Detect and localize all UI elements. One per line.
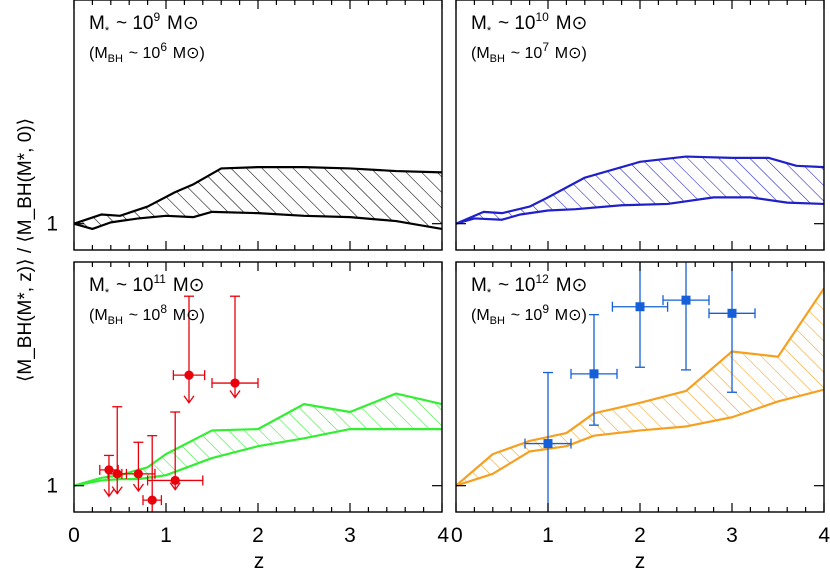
data-point [524, 371, 572, 512]
panel-mstar-1e12: 0 1 2 3 4 M* ~ 1012 M⊙ (MBH ~ 109 M⊙) [451, 261, 830, 547]
data-point [142, 435, 163, 512]
hatched-band [456, 288, 824, 486]
band-lower-line [456, 196, 824, 225]
x-tick-label: 4 [437, 524, 449, 547]
panel-label-mstar: M* ~ 1012 M⊙ [471, 272, 587, 299]
x-tick-label: 2 [634, 524, 646, 547]
hatched-band [74, 167, 442, 229]
y-tick-label: 1 [46, 213, 58, 236]
hatched-band [74, 393, 442, 486]
x-tick-label: 1 [542, 524, 554, 547]
panel-label-mstar: M* ~ 1011 M⊙ [89, 272, 205, 299]
data-point [211, 295, 259, 399]
panel-label-mbh: (MBH ~ 107 M⊙) [471, 40, 587, 65]
x-tick-label: 0 [451, 524, 463, 547]
y-tick-label: 1 [46, 475, 58, 498]
band-upper-line [456, 287, 824, 487]
data-point [708, 262, 756, 393]
x-axis-label-left: z [254, 550, 265, 573]
x-tick-label: 1 [160, 524, 172, 547]
data-point [662, 262, 710, 371]
band-upper-line [74, 166, 442, 225]
hatched-band [456, 156, 824, 224]
band-lower-line [74, 428, 442, 487]
x-tick-label: 3 [344, 524, 356, 547]
x-tick-label: 2 [252, 524, 264, 547]
panel-mstar-1e9: 1 M* ~ 109 M⊙ (MBH ~ 106 M⊙) [46, 0, 443, 251]
panel-label-mstar: M* ~ 109 M⊙ [89, 10, 199, 37]
x-tick-label: 0 [68, 524, 80, 547]
band-upper-line [456, 155, 824, 225]
x-axis-label-right: z [635, 550, 646, 573]
data-point [146, 411, 204, 491]
panel-label-mstar: M* ~ 1010 M⊙ [471, 10, 587, 37]
panel-mstar-1e11: 1 0 1 2 3 4 M* ~ 1011 M⊙ (MBH ~ 108 M⊙) [46, 261, 449, 547]
band-lower-line [456, 388, 824, 487]
panel-label-mbh: (MBH ~ 108 M⊙) [89, 302, 205, 327]
data-point [172, 295, 206, 404]
x-tick-label: 3 [726, 524, 738, 547]
panel-mstar-1e10: M* ~ 1010 M⊙ (MBH ~ 107 M⊙) [455, 0, 825, 251]
y-axis-label: ⟨M_BH(M*, z)⟩ / ⟨M_BH(M*, 0)⟩ [15, 118, 36, 382]
panel-label-mbh: (MBH ~ 106 M⊙) [89, 40, 205, 65]
panel-label-mbh: (MBH ~ 109 M⊙) [471, 302, 587, 327]
data-point [570, 313, 618, 426]
data-point [121, 441, 156, 493]
x-tick-label: 4 [818, 524, 830, 547]
band-lower-line [74, 210, 442, 231]
